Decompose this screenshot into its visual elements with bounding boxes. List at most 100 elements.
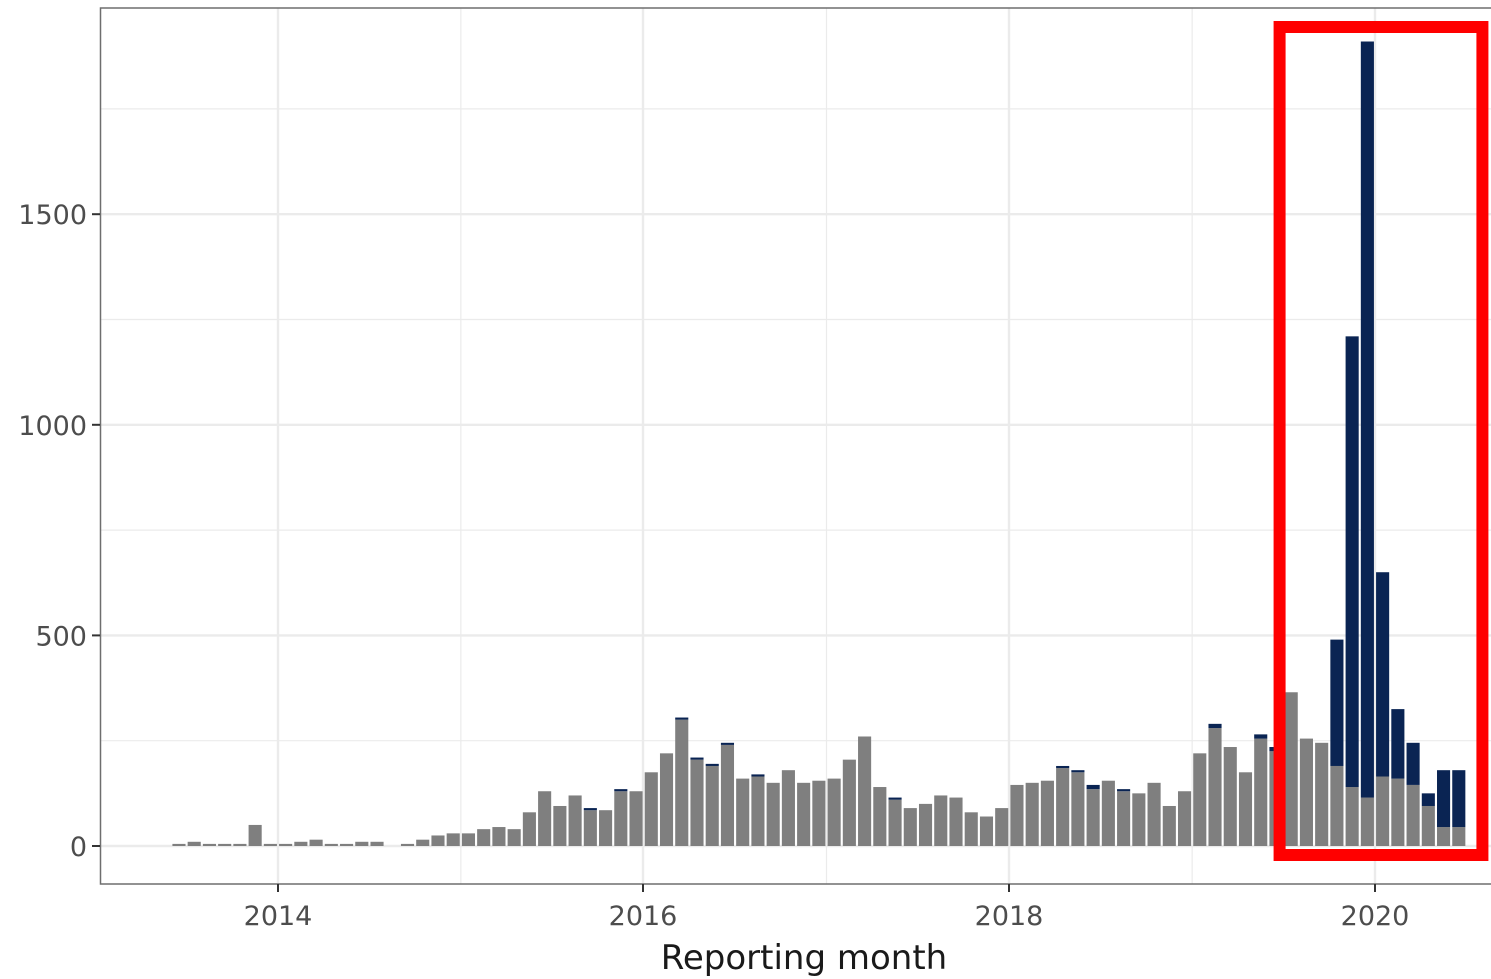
bar-top-2016-03	[675, 717, 689, 720]
bar-base-2016-08	[751, 776, 765, 846]
bar-base-2015-09	[583, 810, 597, 846]
bar-top-2020-02	[1391, 709, 1405, 779]
bar-base-2017-12	[995, 808, 1009, 846]
x-tick-label: 2020	[1341, 901, 1410, 932]
bar-top-2019-12	[1360, 41, 1374, 798]
bar-base-2015-04	[507, 829, 521, 846]
bar-base-2018-07	[1101, 780, 1115, 846]
bar-base-2018-01	[1010, 784, 1024, 846]
bar-base-2017-08	[934, 795, 948, 846]
bar-top-2018-08	[1117, 789, 1131, 792]
y-axis: 0 500 1000 1500	[18, 200, 100, 863]
bar-base-2013-09	[218, 843, 232, 846]
bar-base-2017-11	[979, 816, 994, 846]
bar-base-2015-05	[522, 812, 536, 846]
bar-base-2015-03	[492, 827, 506, 846]
bar-base-2020-01	[1376, 776, 1390, 846]
y-tick-label: 1000	[18, 411, 87, 442]
bar-base-2018-12	[1177, 791, 1192, 846]
bar-top-2016-05	[705, 763, 719, 766]
bar-base-2019-05	[1254, 738, 1268, 846]
bar-base-2019-12	[1360, 797, 1374, 846]
bar-top-2015-09	[583, 808, 597, 811]
bar-base-2018-05	[1071, 772, 1085, 846]
bar-base-2013-07	[187, 841, 201, 846]
bar-base-2015-02	[477, 829, 491, 846]
bar-base-2015-11	[614, 791, 628, 846]
bar-base-2013-10	[233, 843, 247, 846]
bar-base-2019-09	[1315, 742, 1329, 846]
bar-base-2018-04	[1056, 768, 1070, 846]
bar-top-2016-04	[690, 757, 704, 760]
bar-top-2020-03	[1406, 742, 1420, 785]
bar-base-2018-02	[1025, 782, 1039, 846]
bar-base-2017-01	[827, 778, 841, 846]
bar-base-2017-05	[888, 799, 902, 846]
bar-base-2019-04	[1238, 772, 1253, 846]
bar-top-2019-05	[1254, 734, 1268, 739]
bar-base-2014-06	[355, 841, 369, 846]
bar-top-2019-02	[1208, 723, 1222, 729]
bar-base-2014-12	[446, 833, 460, 846]
y-tick-label: 500	[35, 621, 87, 652]
bar-base-2020-06	[1452, 827, 1466, 846]
bar-base-2015-06	[538, 791, 552, 846]
bar-base-2015-12	[629, 791, 643, 846]
bar-base-2017-04	[873, 787, 887, 846]
bar-base-2019-02	[1208, 728, 1222, 846]
bar-base-2019-08	[1299, 738, 1313, 846]
bar-top-2019-10	[1330, 639, 1344, 766]
x-tick-label: 2016	[609, 901, 678, 932]
bar-base-2013-12	[263, 843, 277, 846]
bar-base-2014-09	[400, 843, 415, 846]
highlight-box	[1273, 21, 1489, 861]
bar-base-2017-10	[964, 812, 978, 846]
bar-top-2020-05	[1437, 770, 1451, 828]
bar-base-2014-05	[340, 843, 354, 846]
bar-top-2020-01	[1376, 572, 1390, 777]
bar-base-2017-03	[858, 736, 872, 846]
bar-top-2020-04	[1421, 793, 1435, 806]
bar-base-2014-03	[309, 839, 323, 846]
bar-base-2013-06	[172, 843, 186, 846]
bar-top-2016-06	[720, 742, 735, 745]
x-axis: 2014 2016 2018 2020	[244, 884, 1410, 932]
bar-top-2016-08	[751, 774, 765, 777]
bar-base-2016-07	[736, 778, 750, 846]
x-axis-title: Reporting month	[661, 938, 947, 978]
bar-base-2016-11	[797, 782, 811, 846]
bar-base-2016-05	[705, 765, 719, 846]
bar-base-2019-01	[1193, 753, 1207, 846]
bar-base-2014-07	[370, 841, 384, 846]
bar-base-2017-06	[903, 808, 917, 846]
bar-base-2016-01	[644, 772, 658, 846]
bar-base-2018-06	[1086, 789, 1100, 846]
bar-top-2019-11	[1345, 336, 1359, 788]
bar-top-2015-11	[614, 789, 628, 792]
bar-base-2014-02	[294, 841, 308, 846]
bar-base-2014-04	[324, 843, 338, 846]
bar-base-2015-08	[568, 795, 582, 846]
bar-base-2016-03	[675, 719, 689, 846]
x-tick-label: 2018	[975, 901, 1044, 932]
bar-base-2014-10	[416, 839, 430, 846]
bar-base-2016-10	[781, 770, 795, 846]
bar-base-2020-05	[1437, 827, 1451, 846]
bar-top-2018-06	[1086, 784, 1100, 790]
bar-base-2017-02	[842, 759, 856, 846]
bar-base-2016-06	[720, 744, 735, 846]
x-tick-label: 2014	[244, 901, 313, 932]
bar-base-2013-08	[202, 843, 216, 846]
bar-base-2016-02	[659, 753, 674, 846]
bar-top-2020-06	[1452, 770, 1466, 828]
bar-base-2018-09	[1132, 793, 1146, 846]
bar-base-2018-11	[1162, 805, 1176, 846]
bar-base-2015-01	[461, 833, 476, 846]
bar-base-2019-11	[1345, 787, 1359, 846]
y-tick-label: 1500	[18, 200, 87, 231]
bars-layer	[172, 41, 1466, 846]
bar-base-2016-09	[766, 782, 780, 846]
gridlines	[100, 8, 1491, 884]
bar-base-2014-11	[431, 835, 445, 846]
